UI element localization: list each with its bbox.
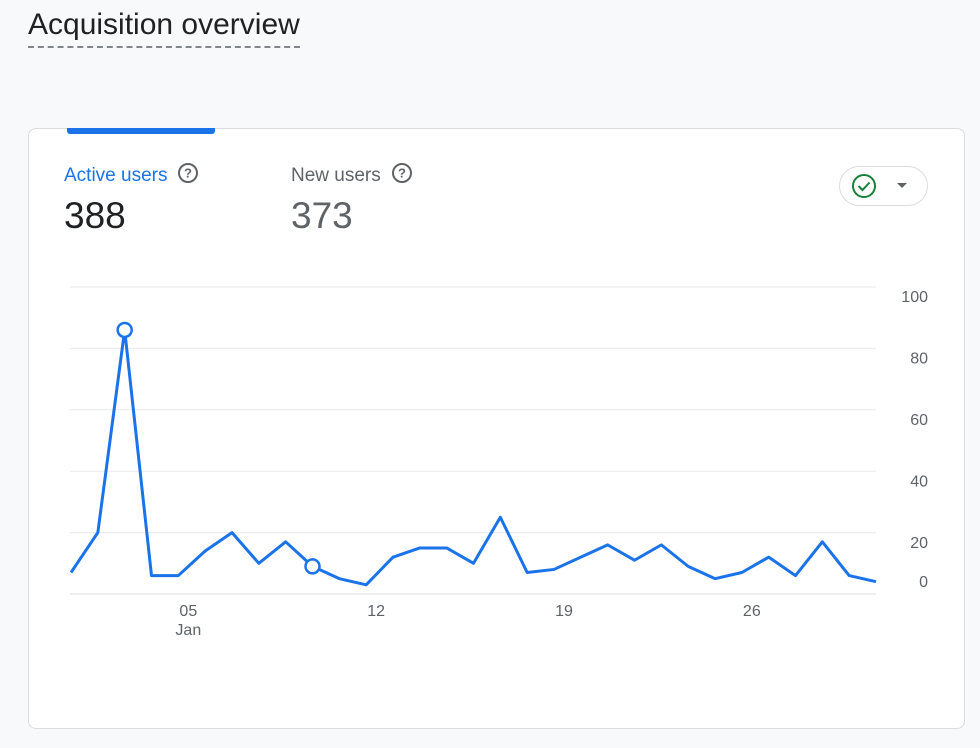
tab-indicator <box>67 128 215 134</box>
tab-label: Active users <box>64 165 168 186</box>
tab-value: 373 <box>291 195 353 236</box>
status-dropdown[interactable] <box>839 166 928 206</box>
status-icons <box>852 174 907 198</box>
svg-text:?: ? <box>398 165 406 180</box>
tab-value: 388 <box>64 195 126 236</box>
metric-tab[interactable]: Active users? 388 <box>64 162 199 236</box>
metric-tab[interactable]: New users? 373 <box>291 162 413 236</box>
help-icon[interactable]: ? <box>391 162 413 184</box>
page-title: Acquisition overview <box>28 6 300 48</box>
tab-label: New users <box>291 165 381 186</box>
svg-text:?: ? <box>185 165 193 180</box>
help-icon[interactable]: ? <box>177 162 199 184</box>
